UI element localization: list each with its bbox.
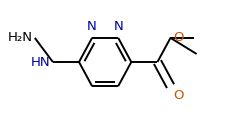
Text: O: O	[172, 31, 183, 44]
Text: N: N	[113, 20, 123, 33]
Text: O: O	[172, 89, 183, 102]
Text: N: N	[87, 20, 97, 33]
Text: H₂N: H₂N	[7, 31, 32, 44]
Text: HN: HN	[31, 55, 50, 69]
